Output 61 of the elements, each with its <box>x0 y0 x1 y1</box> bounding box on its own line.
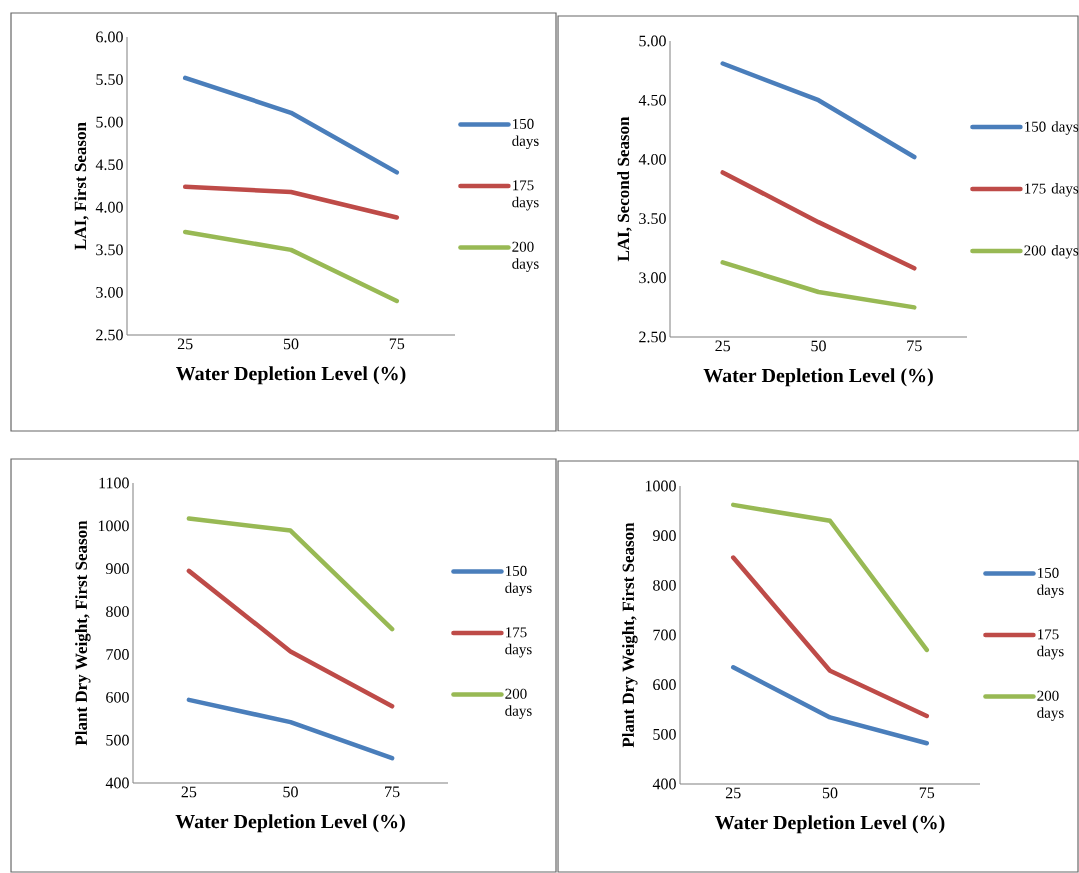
x-tick-label: 25 <box>715 340 731 352</box>
y-tick-label: 800 <box>106 606 129 617</box>
x-tick-label: 50 <box>811 340 826 352</box>
legend-label: 200 days <box>1037 690 1064 721</box>
legend-label: 175 days <box>1037 629 1064 660</box>
y-tick-label: 5.00 <box>639 35 666 47</box>
legend-label: 200 days <box>1024 244 1079 259</box>
y-axis-title: LAI, Second Season <box>617 116 632 262</box>
x-axis-title: Water Depletion Level (%) <box>715 815 945 834</box>
y-axis-title: LAI, First Season <box>74 122 89 250</box>
x-tick-label: 75 <box>907 340 922 352</box>
y-tick-label: 400 <box>652 778 676 790</box>
legend-label: 150 days <box>1037 567 1064 599</box>
x-tick-label: 50 <box>822 787 838 799</box>
x-tick-label: 75 <box>385 786 400 798</box>
y-tick-label: 400 <box>105 777 129 789</box>
y-tick-label: 1100 <box>99 477 129 489</box>
x-axis-title: Water Depletion Level (%) <box>175 814 405 833</box>
x-tick-label: 50 <box>283 338 299 350</box>
y-tick-label: 700 <box>106 649 129 660</box>
y-tick-label: 6.00 <box>96 31 123 43</box>
y-tick-label: 5.50 <box>96 74 123 85</box>
y-tick-label: 3.00 <box>96 287 123 298</box>
x-tick-label: 25 <box>177 338 193 350</box>
legend-label: 150 days <box>512 118 539 150</box>
y-tick-label: 900 <box>105 563 129 575</box>
y-tick-label: 2.50 <box>96 329 123 341</box>
y-tick-label: 500 <box>653 728 676 740</box>
y-tick-label: 1000 <box>98 520 129 532</box>
y-tick-label: 900 <box>652 530 676 542</box>
y-tick-label: 2.50 <box>639 331 666 343</box>
y-axis-title: Plant Dry Weight, First Season <box>75 520 91 746</box>
y-tick-label: 800 <box>653 579 676 591</box>
legend-label: 150 days <box>1025 121 1079 135</box>
y-tick-label: 3.50 <box>639 213 666 225</box>
y-tick-label: 600 <box>653 679 676 691</box>
legend-label: 200 days <box>505 688 532 719</box>
x-axis-title: Water Depletion Level (%) <box>176 366 406 385</box>
legend-label: 150 days <box>505 565 532 597</box>
y-tick-label: 4.00 <box>638 153 666 165</box>
y-tick-label: 700 <box>653 629 676 641</box>
y-axis-title: Plant Dry Weight, First Season <box>622 522 638 748</box>
legend-label: 175 days <box>1025 183 1079 197</box>
x-tick-label: 75 <box>389 338 405 350</box>
x-tick-label: 25 <box>725 787 741 799</box>
y-tick-label: 600 <box>106 691 129 703</box>
x-tick-label: 50 <box>283 786 298 798</box>
y-tick-label: 4.50 <box>638 94 666 106</box>
legend-label: 175 days <box>512 180 539 211</box>
y-tick-label: 4.00 <box>95 201 123 213</box>
y-tick-label: 5.00 <box>96 116 123 128</box>
y-tick-label: 1000 <box>645 480 676 492</box>
legend-label: 200 days <box>512 241 539 272</box>
x-tick-label: 25 <box>181 786 197 798</box>
x-axis-title: Water Depletion Level (%) <box>703 368 933 387</box>
y-tick-label: 500 <box>106 734 129 746</box>
y-tick-label: 3.50 <box>96 244 123 256</box>
x-tick-label: 75 <box>919 787 935 799</box>
y-tick-label: 4.50 <box>95 159 123 171</box>
y-tick-label: 3.00 <box>639 272 666 284</box>
legend-label: 175 days <box>505 627 532 658</box>
